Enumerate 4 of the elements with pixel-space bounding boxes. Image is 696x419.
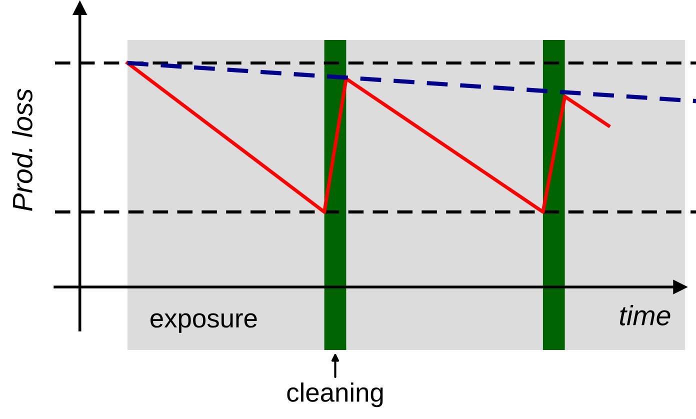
x-axis-title: time [620,305,670,326]
text: exposure [150,313,257,333]
text: cleaning [287,382,383,408]
y-axis-title: Prod. loss [12,88,32,211]
